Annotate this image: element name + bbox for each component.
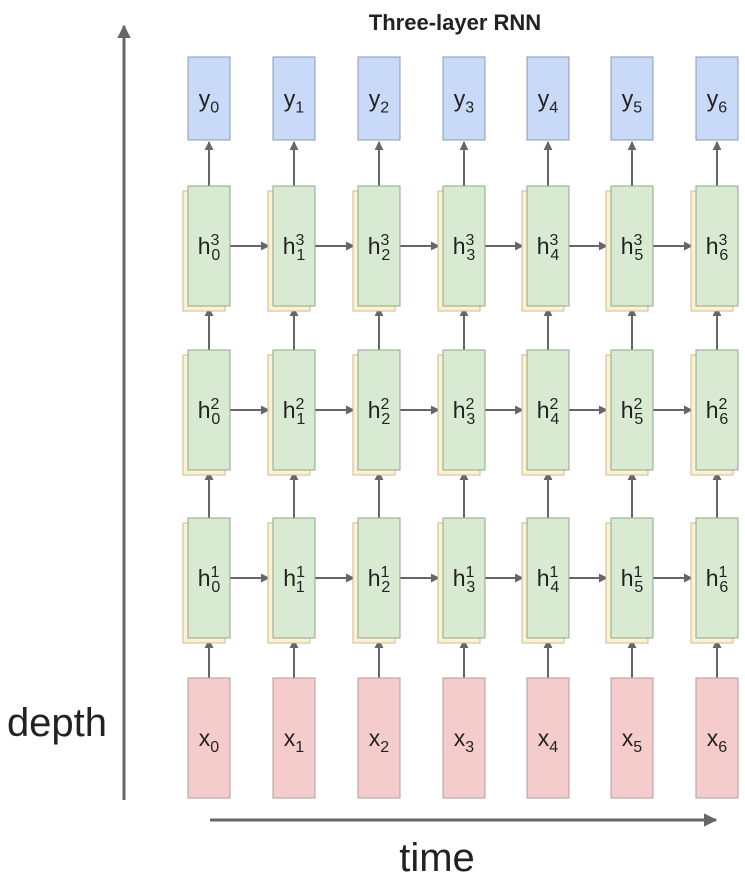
hidden-state-node <box>442 517 486 639</box>
hidden-state-label: h1 3 <box>453 564 476 596</box>
hidden-state-label: h1 4 <box>537 564 560 596</box>
hidden-state-node <box>187 349 231 471</box>
hidden-state-label: h2 6 <box>706 396 729 428</box>
input-node <box>357 677 401 799</box>
hidden-state-label: h1 5 <box>621 564 644 596</box>
output-node <box>357 56 401 141</box>
hidden-state-node <box>357 517 401 639</box>
hidden-state-label: h3 2 <box>368 232 391 264</box>
hidden-state-node <box>695 185 739 307</box>
hidden-state-label: h2 5 <box>621 396 644 428</box>
hidden-state-label: h1 1 <box>283 564 305 596</box>
input-node <box>695 677 739 799</box>
hidden-state-label: h3 5 <box>621 232 644 264</box>
hidden-state-node <box>187 517 231 639</box>
hidden-state-node <box>442 349 486 471</box>
output-node <box>610 56 654 141</box>
output-node <box>442 56 486 141</box>
input-label: x2 <box>369 725 390 756</box>
output-node <box>187 56 231 141</box>
hidden-state-label: h2 1 <box>283 396 306 428</box>
input-node <box>526 677 570 799</box>
hidden-state-node <box>187 185 231 307</box>
hidden-state-label: h3 4 <box>537 232 560 264</box>
hidden-state-node <box>526 349 570 471</box>
hidden-state-label: h3 6 <box>706 232 729 264</box>
input-node <box>272 677 316 799</box>
diagram-title: Three-layer RNN <box>369 10 541 35</box>
input-node <box>187 677 231 799</box>
input-label: x5 <box>622 725 643 756</box>
hidden-state-node <box>442 185 486 307</box>
output-node <box>695 56 739 141</box>
hidden-state-node <box>272 517 316 639</box>
time-axis-label: time <box>399 836 475 878</box>
connections <box>204 141 722 678</box>
hidden-state-label: h3 1 <box>283 232 306 264</box>
hidden-state-node <box>610 517 654 639</box>
hidden-state-node <box>695 349 739 471</box>
hidden-state-label: h3 3 <box>453 232 476 264</box>
output-label: y1 <box>284 86 305 117</box>
output-label: y6 <box>707 86 728 117</box>
hidden-state-label: h2 4 <box>537 396 560 428</box>
input-label: x3 <box>454 725 475 756</box>
hidden-state-node <box>695 517 739 639</box>
hidden-state-label: h1 2 <box>368 564 391 596</box>
input-node <box>610 677 654 799</box>
hidden-state-label: h3 0 <box>198 232 221 264</box>
output-label: y0 <box>199 86 220 117</box>
nodes: y0 y1 y2 y3 y4 y5 y6 h3 0 h3 1 h3 2 h3 3 h3 4 h3 5 h3 6 h2 0 h2… <box>182 56 739 799</box>
input-label: x4 <box>538 725 559 756</box>
output-node <box>526 56 570 141</box>
hidden-state-node <box>357 185 401 307</box>
input-label: x0 <box>199 725 220 756</box>
hidden-state-node <box>526 185 570 307</box>
depth-axis-label: depth <box>7 701 107 745</box>
output-label: y3 <box>454 86 475 117</box>
hidden-state-label: h2 2 <box>368 396 391 428</box>
hidden-state-label: h2 3 <box>453 396 476 428</box>
hidden-state-node <box>610 349 654 471</box>
hidden-state-label: h2 0 <box>198 396 221 428</box>
output-label: y5 <box>622 86 643 117</box>
output-label: y2 <box>369 86 390 117</box>
input-label: x1 <box>284 725 305 756</box>
hidden-state-label: h1 6 <box>706 564 729 596</box>
hidden-state-node <box>272 185 316 307</box>
hidden-state-node <box>272 349 316 471</box>
hidden-state-node <box>357 349 401 471</box>
hidden-state-node <box>610 185 654 307</box>
input-node <box>442 677 486 799</box>
output-label: y4 <box>538 86 559 117</box>
hidden-state-label: h1 0 <box>198 564 221 596</box>
input-label: x6 <box>707 725 728 756</box>
output-node <box>272 56 316 141</box>
hidden-state-node <box>526 517 570 639</box>
